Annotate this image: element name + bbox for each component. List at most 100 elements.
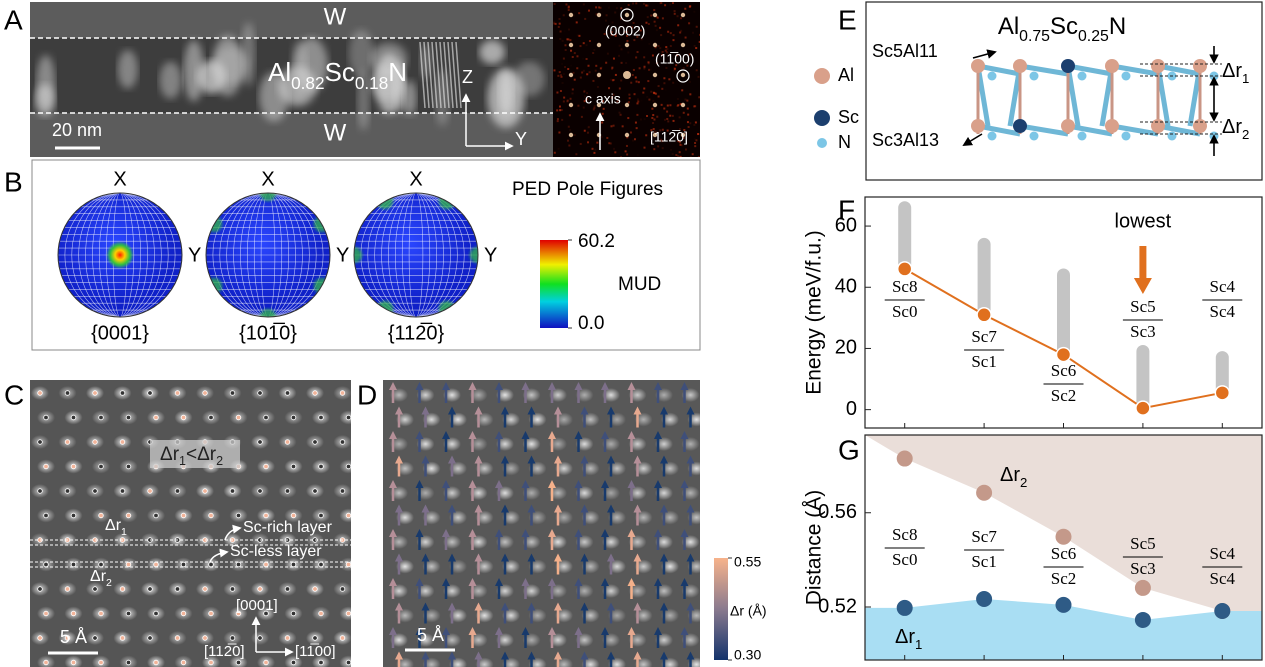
fft-noise	[665, 67, 668, 70]
atom-column	[469, 388, 488, 402]
fft-spot	[596, 102, 602, 108]
fft-noise	[636, 70, 638, 72]
atom-column	[681, 486, 700, 500]
arrow-head	[686, 406, 695, 415]
column-fit	[290, 561, 297, 568]
fft-spot	[652, 12, 658, 18]
arrow-head	[660, 504, 668, 513]
fft-spot	[652, 132, 658, 138]
fft-noise	[697, 75, 700, 78]
arrow-head	[389, 431, 397, 439]
fft-noise	[673, 10, 676, 13]
atom	[1077, 131, 1087, 141]
spot-label: (11̅00)	[655, 51, 694, 67]
label-part: <Δr	[186, 444, 217, 465]
fft-noise	[588, 40, 591, 43]
axis-label: X	[409, 168, 422, 190]
atom-column	[655, 535, 673, 549]
column-fit	[125, 561, 132, 568]
atom-column	[528, 510, 547, 525]
atom-column	[602, 437, 620, 451]
fft-noise	[642, 91, 645, 94]
arrow-head	[601, 529, 609, 537]
atom-column	[575, 584, 594, 598]
fft-noise	[611, 79, 614, 82]
category-top: Sc7	[971, 327, 997, 346]
fft-noise	[592, 52, 595, 55]
atom-column	[608, 412, 626, 427]
direction-label: [0001]	[236, 597, 278, 614]
distance-point	[896, 450, 913, 467]
fft-noise	[669, 114, 672, 117]
arrow-head	[686, 602, 695, 611]
arrow-head	[395, 406, 403, 415]
atom-column	[449, 608, 467, 623]
fft-noise	[686, 99, 689, 102]
column-fit	[98, 610, 104, 617]
atom	[1013, 119, 1027, 133]
fft-noise	[627, 4, 630, 7]
column-fit	[290, 512, 297, 519]
atom-column	[422, 657, 441, 667]
bond	[1065, 65, 1081, 127]
arrow-head	[421, 455, 430, 464]
fft-noise	[616, 100, 619, 103]
arrow-head	[521, 529, 530, 537]
label-part: Δr	[105, 517, 122, 534]
fft-noise	[669, 104, 672, 107]
fft-noise	[564, 49, 567, 52]
atom-column	[549, 388, 567, 402]
pole-name: {0001}	[91, 322, 149, 344]
arrow-head	[660, 651, 668, 660]
fft-noise	[687, 126, 690, 129]
arrow-head	[521, 578, 530, 586]
fft-noise	[608, 87, 611, 90]
column-fit	[345, 561, 351, 568]
category-top: Sc5	[1130, 534, 1156, 553]
atom	[1105, 59, 1119, 73]
energy-point	[976, 307, 992, 323]
fft-noise	[648, 68, 651, 71]
edge-spot	[260, 309, 276, 317]
fft-noise	[635, 56, 638, 59]
energy-point	[896, 261, 913, 277]
fft-noise	[556, 118, 559, 121]
column-fit	[202, 488, 208, 494]
atom-column	[443, 486, 461, 500]
fft-noise	[657, 95, 660, 98]
atom-column	[628, 535, 647, 549]
atom-column	[522, 633, 541, 647]
fft-noise	[698, 40, 700, 43]
fft-noise	[653, 20, 656, 23]
fft-noise	[620, 156, 623, 157]
arrow-head	[627, 578, 636, 586]
column-fit	[345, 463, 351, 470]
fft-noise	[637, 100, 640, 103]
fft-noise	[561, 62, 564, 65]
arrow-head	[607, 406, 615, 415]
atom-column	[496, 535, 514, 549]
panel-label: A	[4, 4, 23, 35]
grain	[513, 61, 545, 97]
fft-noise	[605, 61, 608, 64]
fft-noise	[653, 118, 656, 121]
fft-noise	[557, 147, 560, 150]
colorbar-label: 0.55	[734, 554, 761, 570]
colorbar	[540, 240, 568, 328]
column-fit	[208, 414, 214, 421]
label-box	[150, 440, 240, 468]
column-fit	[64, 586, 71, 592]
fft-noise	[693, 105, 696, 108]
fft-noise	[634, 146, 636, 148]
category-bottom: Sc2	[1051, 569, 1077, 588]
fft-noise	[632, 68, 635, 71]
fft-noise	[664, 4, 667, 7]
layer-label: Sc-rich layer	[243, 519, 333, 536]
grain	[479, 40, 505, 65]
column-fit	[64, 488, 71, 494]
fft-noise	[579, 76, 582, 79]
fft-noise	[615, 32, 618, 35]
layer-label: Sc-less layer	[230, 543, 322, 560]
fft-spot	[709, 73, 713, 77]
lattice-fringe	[451, 41, 458, 109]
